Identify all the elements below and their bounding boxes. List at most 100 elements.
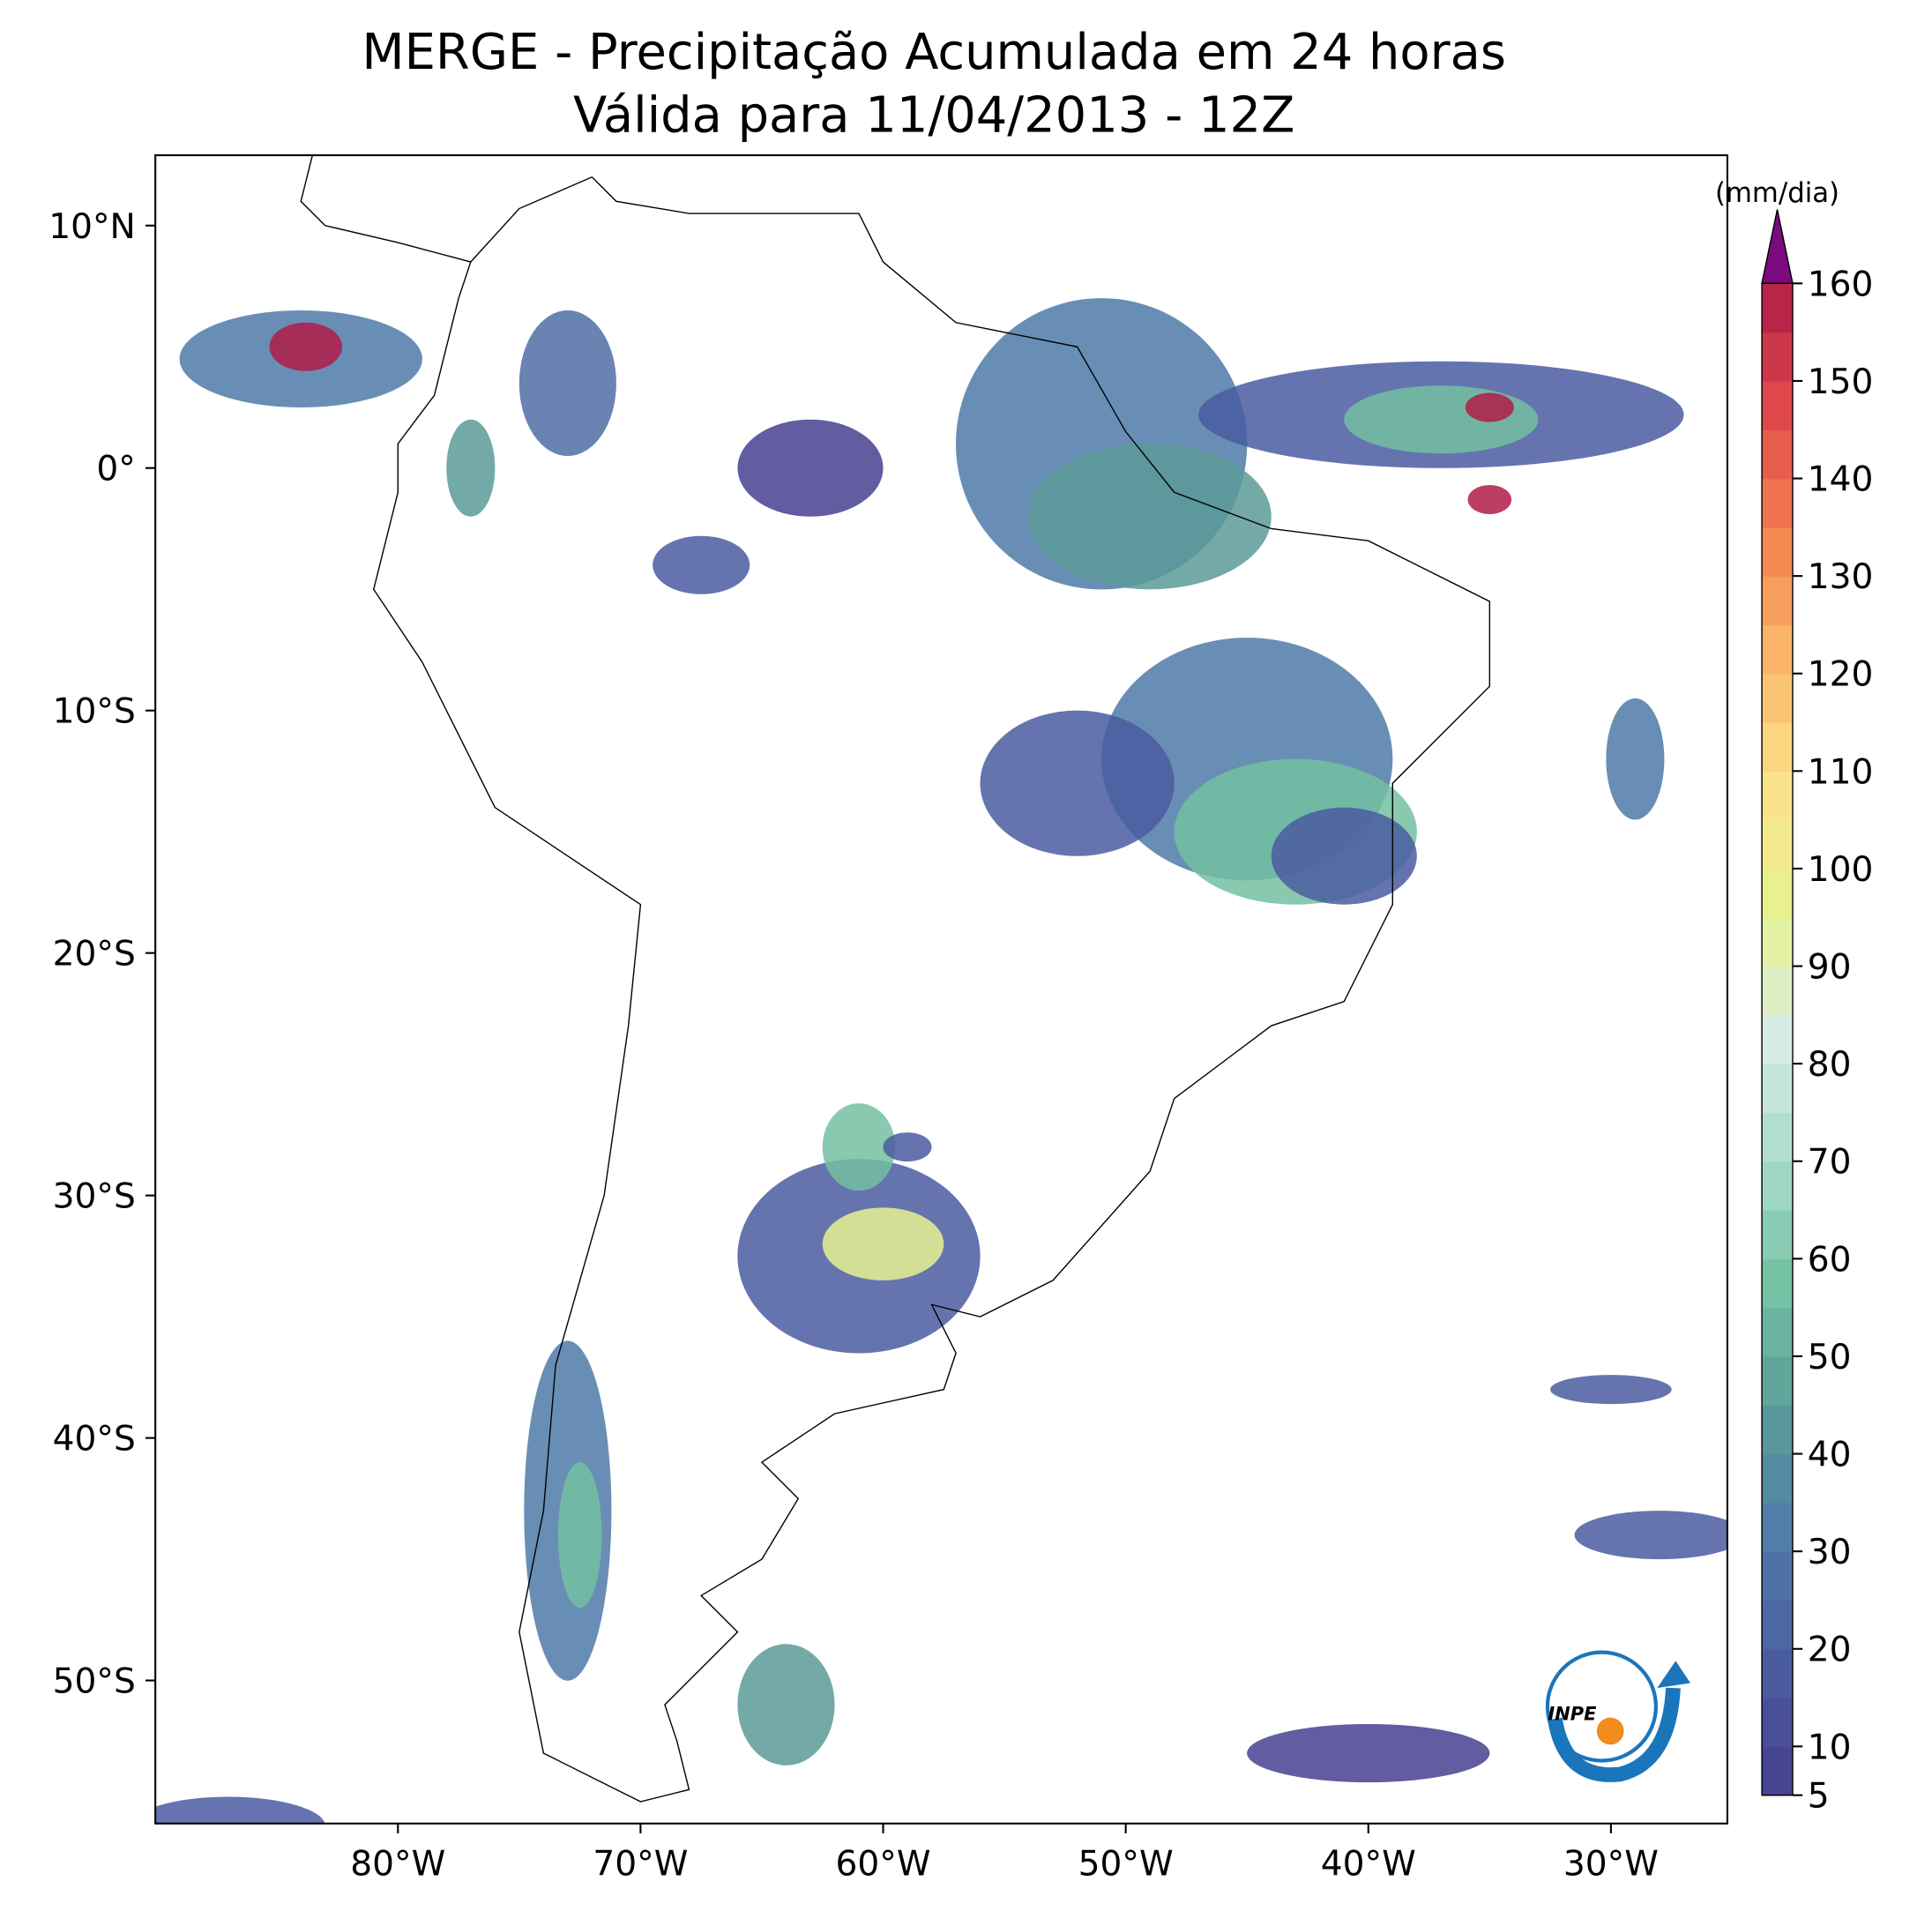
- colorbar-tick-label: 110: [1808, 752, 1874, 792]
- rain-area: [155, 1796, 325, 1824]
- colorbar-band: [1762, 966, 1793, 1016]
- colorbar-band: [1762, 380, 1793, 430]
- colorbar-band: [1762, 1258, 1793, 1309]
- colorbar-band: [1762, 1161, 1793, 1211]
- rain-area: [1247, 1724, 1490, 1783]
- lon-tick-label: 80°W: [350, 1844, 445, 1884]
- lon-tick-label: 50°W: [1078, 1844, 1174, 1884]
- colorbar-band: [1762, 1014, 1793, 1064]
- colorbar-band: [1762, 478, 1793, 528]
- coastline: [300, 155, 1491, 1803]
- colorbar-band: [1762, 1600, 1793, 1650]
- colorbar-band: [1762, 526, 1793, 577]
- logo-arrowhead: [1657, 1661, 1691, 1689]
- colorbar-band: [1762, 819, 1793, 870]
- colorbar-band: [1762, 429, 1793, 480]
- rain-area: [1574, 1511, 1727, 1560]
- colorbar-band: [1762, 1405, 1793, 1455]
- rain-area: [980, 710, 1175, 856]
- colorbar-band: [1762, 1502, 1793, 1552]
- continent: [373, 175, 1491, 1803]
- central-america: [300, 155, 472, 263]
- colorbar-band: [1762, 283, 1793, 333]
- colorbar: (mm/dia) 5 10 20 30 40 50 60 70 80 90 100 110 120 130 1…: [1715, 177, 1873, 1817]
- rain-area: [1550, 1375, 1672, 1405]
- lon-tick-label: 60°W: [836, 1844, 931, 1884]
- logo-text: INPE: [1548, 1703, 1597, 1724]
- colorbar-label: (mm/dia): [1715, 177, 1839, 209]
- colorbar-tick-label: 100: [1808, 850, 1874, 890]
- colorbar-tick-label: 10: [1808, 1728, 1852, 1767]
- rain-area: [1467, 484, 1512, 515]
- colorbar-band: [1762, 576, 1793, 626]
- map-frame: [154, 153, 1728, 1825]
- colorbar-band: [1762, 1648, 1793, 1698]
- lat-tick-label: 0°: [96, 450, 135, 489]
- rain-area: [1606, 698, 1665, 820]
- colorbar-band: [1762, 1307, 1793, 1357]
- colorbar-band: [1762, 917, 1793, 967]
- colorbar-tick-label: 50: [1808, 1338, 1852, 1377]
- lat-tick-label: 40°S: [53, 1420, 136, 1459]
- logo: INPE: [1545, 1650, 1691, 1782]
- colorbar-band: [1762, 1551, 1793, 1601]
- rain-area: [1465, 392, 1514, 422]
- lat-tick-label: 50°S: [53, 1662, 136, 1702]
- lon-tick-label: 70°W: [593, 1844, 688, 1884]
- logo-arrow: [1548, 1687, 1681, 1782]
- rain-area: [1028, 444, 1272, 590]
- rain-area: [653, 535, 750, 594]
- logo-ring: [1545, 1650, 1659, 1763]
- axes: 80°W 70°W 60°W 50°W 40°W 30°W 10°N 0° 10°S 20°S 30…: [48, 207, 1659, 1885]
- subtitle: Válida para 11/04/2013 - 12Z: [573, 86, 1294, 144]
- colorbar-band: [1762, 1064, 1793, 1114]
- colorbar-band: [1762, 868, 1793, 918]
- colorbar-band: [1762, 1355, 1793, 1406]
- colorbar-band: [1762, 332, 1793, 382]
- rain-area: [557, 1462, 602, 1609]
- lat-tick-label: 20°S: [53, 935, 136, 974]
- rain-area: [1271, 807, 1417, 905]
- rain-area: [822, 1207, 944, 1280]
- logo-dot: [1596, 1717, 1624, 1745]
- colorbar-tick-label: 140: [1808, 460, 1874, 500]
- colorbar-tick-label: 90: [1808, 948, 1852, 988]
- precipitation: [155, 298, 1727, 1824]
- colorbar-band: [1762, 1453, 1793, 1504]
- rain-area: [1344, 385, 1539, 454]
- colorbar-band: [1762, 624, 1793, 675]
- colorbar-band: [1762, 1746, 1793, 1796]
- colorbar-tick-label: 130: [1808, 557, 1874, 597]
- rain-area: [737, 1644, 835, 1765]
- colorbar-band: [1762, 771, 1793, 821]
- colorbar-band: [1762, 1112, 1793, 1162]
- colorbar-tick-label: 160: [1808, 265, 1874, 304]
- lat-tick-label: 10°N: [48, 207, 136, 247]
- colorbar-tick-label: 40: [1808, 1436, 1852, 1475]
- lat-tick-label: 10°S: [53, 692, 136, 732]
- colorbar-tick-label: 120: [1808, 655, 1874, 695]
- colorbar-band: [1762, 1210, 1793, 1260]
- rain-area: [737, 419, 884, 517]
- rain-area: [883, 1132, 932, 1162]
- title: MERGE - Precipitação Acumulada em 24 hor…: [362, 24, 1506, 81]
- colorbar-band: [1762, 1698, 1793, 1748]
- lon-tick-label: 30°W: [1563, 1844, 1659, 1884]
- colorbar-tick-label: 20: [1808, 1631, 1852, 1670]
- rain-area: [822, 1103, 896, 1191]
- colorbar-tick-label: 5: [1808, 1777, 1830, 1817]
- rain-area: [518, 310, 616, 457]
- colorbar-band: [1762, 673, 1793, 723]
- lon-tick-label: 40°W: [1321, 1844, 1416, 1884]
- colorbar-tick-label: 70: [1808, 1143, 1852, 1183]
- lat-tick-label: 30°S: [53, 1177, 136, 1217]
- colorbar-frame: [1761, 282, 1794, 1796]
- colorbar-tick-label: 150: [1808, 362, 1874, 402]
- colorbar-tick-label: 60: [1808, 1240, 1852, 1280]
- colorbar-tick-label: 80: [1808, 1045, 1852, 1085]
- colorbar-tick-label: 30: [1808, 1533, 1852, 1572]
- rain-area: [269, 322, 343, 371]
- colorbar-band: [1762, 722, 1793, 773]
